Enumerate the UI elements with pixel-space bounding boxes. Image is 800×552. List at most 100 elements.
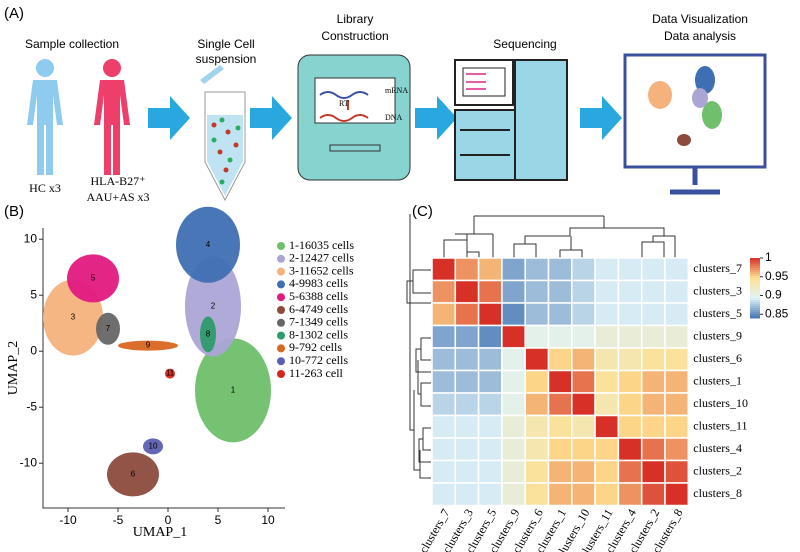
heatmap-cell (640, 482, 666, 507)
colorbar-segment (750, 286, 760, 289)
dendrogram (406, 214, 676, 479)
heatmap-cell (640, 302, 666, 327)
cluster-label: 6 (131, 470, 136, 479)
heatmap-cell (594, 459, 620, 484)
legend-label: 5-6388 cells (289, 289, 348, 303)
heatmap-cell (617, 302, 643, 327)
heatmap-cell (431, 437, 457, 462)
heatmap-cell (477, 392, 503, 417)
heatmap-cell (571, 482, 596, 507)
legend-dot (277, 331, 285, 340)
colorbar-label: 0.95 (765, 269, 789, 283)
heatmap-cell (501, 347, 526, 372)
y-tick-label: 0 (30, 343, 37, 357)
heatmap-cell (617, 347, 643, 372)
legend-label: 10-772 cells (289, 353, 348, 367)
heatmap-cell (594, 324, 620, 349)
heatmap-cell (617, 257, 643, 282)
colorbar-segment (750, 278, 760, 281)
cluster (107, 452, 159, 497)
heatmap-cell (640, 279, 666, 304)
legend-dot (277, 242, 285, 250)
colorbar-label: 1 (765, 250, 772, 264)
heatmap-cell (477, 482, 503, 507)
heatmap-cell (664, 437, 690, 462)
heatmap-cell (477, 347, 503, 372)
colorbar-segment (750, 314, 760, 317)
heatmap-cell (640, 324, 666, 349)
heatmap-cell (594, 414, 620, 439)
y-tick-label: 10 (24, 231, 38, 245)
cluster (67, 254, 119, 303)
heatmap-cell (454, 324, 480, 349)
heatmap-cell (640, 392, 666, 417)
heatmap-cell (501, 279, 526, 304)
heatmap-cell (664, 369, 690, 394)
colorbar-segment (750, 266, 760, 269)
heatmap-cell (664, 482, 690, 507)
heatmap-cell (431, 324, 457, 349)
cluster-label: 8 (206, 330, 211, 339)
heatmap-cell (431, 414, 457, 439)
heatmap-cell (664, 279, 690, 304)
heatmap-cell (454, 347, 480, 372)
heatmap-cell (594, 347, 620, 372)
step-title: Library (337, 12, 374, 26)
colorbar-segment (750, 298, 760, 301)
heatmap-cell (501, 482, 526, 507)
cluster (143, 438, 163, 455)
heatmap-cell (501, 369, 526, 394)
row-label: clusters_6 (693, 351, 742, 365)
heatmap-cell (617, 414, 643, 439)
cluster-label: 2 (211, 302, 216, 311)
person-hc (27, 59, 63, 175)
heatmap-cell (547, 482, 573, 507)
row-label: clusters_11 (693, 419, 747, 433)
heatmap-cell (571, 302, 596, 327)
colorbar-segment (750, 262, 760, 265)
colorbar-segment (750, 270, 760, 273)
group-label: AAU+AS x3 (86, 190, 149, 204)
heatmap-cell (524, 459, 550, 484)
step-title: Sample collection (25, 37, 119, 51)
colorbar-segment (750, 316, 760, 319)
colorbar-segment (750, 264, 760, 267)
heatmap-cell (640, 437, 666, 462)
x-tick-label: 10 (261, 513, 275, 527)
heatmap-cell (547, 347, 573, 372)
row-label: clusters_4 (693, 441, 742, 455)
heatmap-cell (477, 257, 503, 282)
heatmap-cell (477, 324, 503, 349)
legend-label: 7-1349 cells (289, 315, 348, 329)
heatmap-cell (431, 459, 457, 484)
row-label: clusters_2 (693, 464, 742, 478)
step-title: Data analysis (664, 29, 736, 43)
y-tick-label: 5 (30, 287, 37, 301)
heatmap-cell (640, 414, 666, 439)
axis-line (42, 228, 285, 509)
heatmap-cell (524, 302, 550, 327)
heatmap-cell (664, 324, 690, 349)
cluster-label: 3 (71, 313, 76, 322)
heatmap-cell (640, 257, 666, 282)
heatmap-cell (501, 437, 526, 462)
heatmap-cell (501, 302, 526, 327)
heatmap-cell (454, 369, 480, 394)
cluster-label: 1 (231, 386, 236, 395)
colorbar-segment (750, 258, 760, 261)
x-tick-label: -5 (113, 513, 124, 527)
row-label: clusters_10 (693, 396, 748, 410)
heatmap-cell (524, 257, 550, 282)
colorbar-segment (750, 272, 760, 275)
heatmap-cell (640, 369, 666, 394)
legend-dot (277, 306, 285, 314)
heatmap-cell (431, 369, 457, 394)
cluster-label: 5 (91, 274, 96, 283)
heatmap-cell (664, 414, 690, 439)
colorbar-label: 0.85 (765, 306, 789, 320)
heatmap-cell (501, 459, 526, 484)
heatmap-cell (454, 279, 480, 304)
heatmap-cell (431, 279, 457, 304)
cluster (118, 340, 178, 351)
heatmap-cell (524, 414, 550, 439)
